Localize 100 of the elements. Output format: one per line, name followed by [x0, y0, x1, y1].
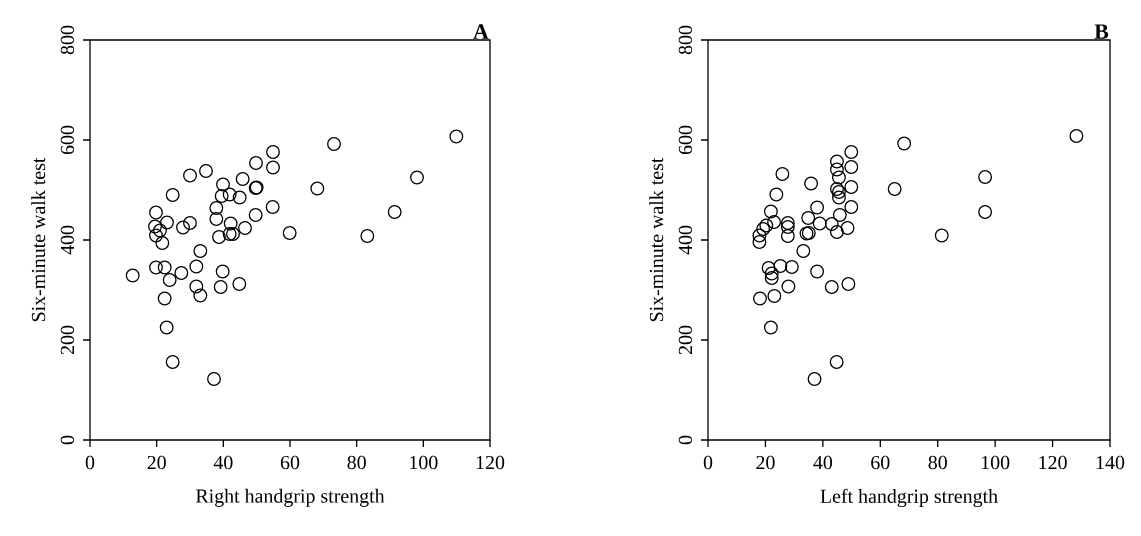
x-tick-label: 40: [213, 455, 233, 470]
point: [844, 145, 859, 159]
x-tick-label: 40: [813, 455, 833, 470]
y-tick-label: 0: [678, 435, 693, 445]
point: [410, 170, 424, 185]
point: [153, 223, 167, 238]
point: [824, 217, 839, 231]
point: [207, 372, 221, 386]
point: [232, 190, 247, 205]
y-tick-label: 200: [60, 325, 75, 355]
point: [759, 218, 774, 233]
point: [222, 227, 237, 241]
x-tick-label: 0: [703, 455, 713, 470]
text: B: [1094, 24, 1109, 39]
point: [266, 160, 280, 175]
point: [266, 145, 280, 159]
x-axis-title: Right handgrip strength: [195, 488, 385, 507]
point: [810, 200, 825, 215]
point: [157, 291, 172, 306]
point: [387, 205, 402, 219]
point: [752, 228, 767, 243]
y-tick-label: 0: [60, 435, 75, 445]
point: [831, 190, 846, 205]
point: [812, 216, 827, 231]
point: [769, 187, 784, 202]
point: [174, 266, 189, 280]
point: [764, 271, 779, 285]
point: [978, 170, 993, 184]
x-tick-label: 20: [756, 455, 775, 470]
point: [148, 219, 162, 234]
point: [784, 260, 799, 274]
x-tick-label: 120: [1039, 455, 1067, 470]
point: [360, 229, 375, 243]
point: [282, 226, 297, 240]
point: [149, 205, 163, 220]
y-tick-label: 400: [60, 225, 75, 255]
x-tick-label: 100: [981, 455, 1010, 470]
point: [213, 280, 228, 294]
point: [761, 261, 776, 275]
point: [235, 172, 250, 186]
x-tick-label: 140: [1096, 455, 1125, 470]
point: [165, 188, 180, 202]
point: [897, 136, 912, 151]
x-tick-label: 80: [928, 455, 947, 470]
point: [831, 170, 846, 185]
point: [327, 137, 341, 151]
point: [189, 259, 204, 274]
point: [248, 208, 263, 222]
point: [162, 273, 177, 287]
x-axis-title: Left handgrip strength: [820, 488, 998, 508]
x-tick-label: 100: [410, 455, 438, 470]
point: [1069, 129, 1084, 143]
point: [209, 212, 224, 226]
point: [753, 291, 767, 306]
point: [223, 216, 238, 231]
y-axis-title: Six-minute walk test: [649, 157, 664, 322]
point: [214, 189, 229, 203]
point: [165, 355, 180, 369]
point: [226, 227, 240, 241]
point: [775, 167, 790, 181]
point: [189, 279, 204, 294]
point: [841, 277, 856, 291]
point: [160, 215, 174, 230]
point: [232, 277, 247, 291]
x-tick-label: 60: [871, 455, 890, 470]
point: [176, 220, 190, 235]
x-tick-label: 120: [476, 455, 505, 470]
point: [155, 236, 170, 250]
point: [829, 225, 844, 239]
y-tick-label: 200: [678, 325, 693, 355]
point: [149, 260, 163, 275]
point: [887, 182, 902, 196]
point: [840, 221, 855, 235]
x-tick-label: 80: [347, 455, 366, 470]
point: [193, 288, 208, 303]
point: [934, 228, 949, 243]
x-tick-label: 20: [147, 455, 166, 470]
y-tick-label: 400: [678, 225, 693, 255]
point: [310, 181, 325, 196]
point: [238, 221, 252, 235]
point: [810, 264, 825, 279]
point: [199, 164, 213, 178]
point: [780, 229, 795, 243]
point: [773, 259, 788, 273]
y-axis-title: Six-minute walk test: [31, 157, 46, 322]
point: [801, 211, 816, 225]
y-tick-label: 600: [678, 125, 693, 155]
y-tick-label: 600: [60, 125, 75, 155]
x-tick-label: 60: [280, 455, 300, 470]
point: [125, 268, 140, 283]
point: [767, 289, 782, 303]
y-tick-label: 800: [60, 25, 75, 55]
point: [215, 264, 230, 279]
point: [978, 205, 993, 219]
point: [780, 216, 795, 230]
point: [216, 177, 230, 192]
point: [763, 204, 778, 219]
point: [796, 244, 811, 258]
point: [449, 129, 464, 144]
y-tick-label: 800: [678, 25, 693, 55]
